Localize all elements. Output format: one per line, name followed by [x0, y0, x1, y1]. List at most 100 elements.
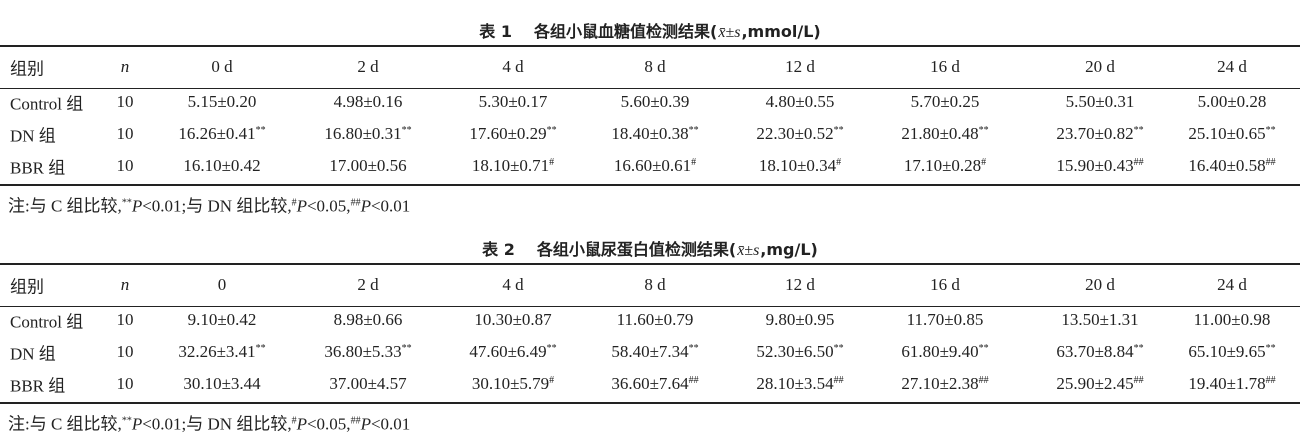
- cell-value: 32.26±3.41: [178, 342, 256, 361]
- table-cell: 10: [116, 124, 134, 143]
- cell-value: 17.60±0.29: [469, 124, 547, 143]
- table-title: 表 1 各组小鼠血糖值检测结果(x̄±s,mmol/L): [479, 18, 820, 42]
- note-segment: <0.05,: [306, 414, 351, 434]
- table-cell: 27.10±2.38##: [901, 374, 988, 394]
- header-cell: 20 d: [1085, 57, 1115, 76]
- header-cell: 24 d: [1217, 275, 1247, 294]
- table-cell: 16.26±0.41**: [178, 124, 265, 144]
- note-segment: P: [360, 196, 371, 216]
- significance-mark: **: [1265, 343, 1276, 354]
- significance-mark: **: [255, 343, 266, 354]
- cell-value: 23.70±0.82: [1056, 124, 1134, 143]
- cell-value: 16.60±0.61: [613, 156, 692, 175]
- note-segment: P: [360, 414, 371, 434]
- table-cell: 10: [116, 156, 134, 175]
- note-segment: **: [121, 197, 132, 209]
- cell-value: 58.40±7.34: [611, 342, 689, 361]
- note-segment: <0.01: [370, 414, 411, 434]
- table-cell: 18.40±0.38**: [611, 124, 698, 144]
- table-cell: 11.70±0.85: [906, 310, 984, 329]
- table-cell: 5.00±0.28: [1197, 92, 1267, 111]
- table-title: 表 2 各组小鼠尿蛋白值检测结果(x̄±s,mg/L): [482, 236, 818, 260]
- table-cell: 61.80±9.40**: [901, 342, 988, 362]
- significance-mark: **: [833, 125, 844, 136]
- header-cell: 16 d: [930, 57, 960, 76]
- table-rule: [0, 402, 1300, 404]
- header-cell: 2 d: [357, 275, 379, 294]
- table-cell: 17.60±0.29**: [469, 124, 556, 144]
- significance-mark: **: [546, 125, 557, 136]
- significance-mark: **: [1265, 125, 1276, 136]
- table-cell: 9.80±0.95: [765, 310, 835, 329]
- table-cell: 28.10±3.54##: [756, 374, 843, 394]
- table-cell: 16.40±0.58##: [1188, 156, 1275, 176]
- table-cell: 30.10±5.79#: [472, 374, 554, 394]
- header-cell: 0 d: [211, 57, 233, 76]
- cell-value: 18.10±0.34: [758, 156, 837, 175]
- note-segment: ##: [350, 197, 361, 209]
- header-cell: 12 d: [785, 57, 815, 76]
- table-cell: 15.90±0.43##: [1056, 156, 1143, 176]
- table-cell: 52.30±6.50**: [756, 342, 843, 362]
- table-cell: 63.70±8.84**: [1056, 342, 1143, 362]
- table-cell: 37.00±4.57: [329, 374, 407, 393]
- cell-value: 16.26±0.41: [178, 124, 256, 143]
- significance-mark: ##: [688, 375, 699, 386]
- header-cell: 8 d: [644, 57, 666, 76]
- title-unit: ,mmol/L): [741, 22, 821, 41]
- table-cell: 10: [116, 92, 134, 111]
- significance-mark: **: [401, 343, 412, 354]
- note-segment: P: [131, 196, 143, 216]
- table-cell: 18.10±0.34#: [759, 156, 841, 176]
- title-unit: ,mg/L): [760, 240, 818, 259]
- table-note: 注:与 C 组比较,**P<0.01;与 DN 组比较,#P<0.05,##P<…: [8, 410, 410, 435]
- significance-mark: ##: [1133, 375, 1144, 386]
- table-cell: 36.60±7.64##: [611, 374, 698, 394]
- title-number: 表 1: [479, 22, 513, 41]
- significance-mark: **: [1133, 125, 1144, 136]
- significance-mark: **: [255, 125, 266, 136]
- table-cell: 5.60±0.39: [620, 92, 690, 111]
- table-cell: 11.00±0.98: [1193, 310, 1271, 329]
- note-segment: <0.05,: [306, 196, 351, 216]
- note-segment: #: [291, 415, 297, 427]
- significance-mark: #: [836, 157, 842, 168]
- header-cell: 组别: [10, 277, 44, 297]
- title-number: 表 2: [482, 240, 515, 259]
- note-segment: P: [296, 196, 307, 216]
- note-segment: <0.01: [370, 196, 411, 216]
- note-segment: **: [121, 415, 132, 427]
- cell-value: 25.90±2.45: [1056, 374, 1134, 393]
- title-name: 各组小鼠尿蛋白值检测结果(: [536, 240, 737, 259]
- table-cell: 5.15±0.20: [187, 92, 257, 111]
- table-cell: 30.10±3.44: [183, 374, 261, 393]
- significance-mark: **: [1133, 343, 1144, 354]
- note-segment: ##: [350, 415, 361, 427]
- note-segment: 注:与 C 组比较,: [8, 414, 122, 434]
- significance-mark: ##: [1133, 157, 1144, 168]
- cell-value: 18.10±0.71: [471, 156, 550, 175]
- table-cell: 19.40±1.78##: [1188, 374, 1275, 394]
- table-cell: 47.60±6.49**: [469, 342, 556, 362]
- note-segment: <0.01;与 DN 组比较,: [142, 196, 292, 216]
- table-cell: 10: [116, 310, 134, 329]
- cell-value: 15.90±0.43: [1056, 156, 1134, 175]
- table-cell: 11.60±0.79: [616, 310, 694, 329]
- title-stat: x̄±s: [737, 242, 760, 259]
- note-segment: P: [296, 414, 307, 434]
- significance-mark: #: [981, 157, 987, 168]
- table-note: 注:与 C 组比较,**P<0.01;与 DN 组比较,#P<0.05,##P<…: [8, 192, 410, 217]
- table-cell: Control 组: [10, 94, 84, 114]
- table-rule: [0, 45, 1300, 47]
- significance-mark: **: [688, 125, 699, 136]
- table-cell: 10: [116, 342, 134, 361]
- significance-mark: #: [691, 157, 697, 168]
- significance-mark: **: [978, 343, 989, 354]
- title-name: 各组小鼠血糖值检测结果(: [534, 22, 718, 41]
- table-cell: 58.40±7.34**: [611, 342, 698, 362]
- table-cell: 36.80±5.33**: [324, 342, 411, 362]
- table-cell: 13.50±1.31: [1061, 310, 1139, 329]
- table-cell: 25.10±0.65**: [1188, 124, 1275, 144]
- table-cell: 4.80±0.55: [765, 92, 835, 111]
- table-cell: 65.10±9.65**: [1188, 342, 1275, 362]
